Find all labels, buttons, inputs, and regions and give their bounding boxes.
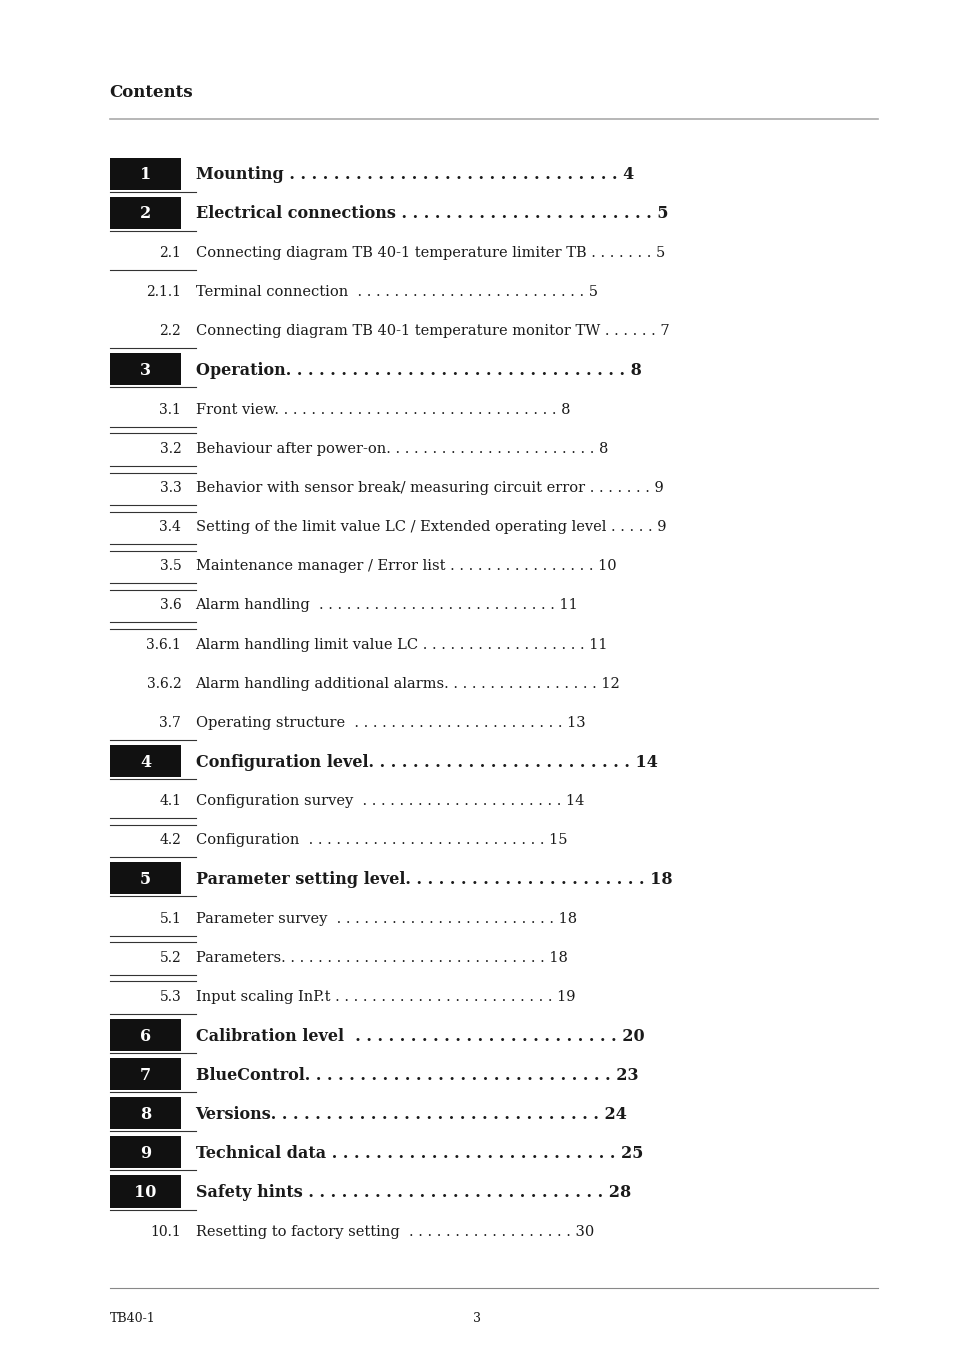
- Text: Calibration level  . . . . . . . . . . . . . . . . . . . . . . . . 20: Calibration level . . . . . . . . . . . …: [195, 1027, 643, 1045]
- Text: BlueControl. . . . . . . . . . . . . . . . . . . . . . . . . . . . 23: BlueControl. . . . . . . . . . . . . . .…: [195, 1066, 638, 1084]
- Text: 3.7: 3.7: [159, 716, 181, 730]
- Text: 2.1: 2.1: [159, 246, 181, 261]
- Text: Behaviour after power-on. . . . . . . . . . . . . . . . . . . . . . . 8: Behaviour after power-on. . . . . . . . …: [195, 441, 607, 456]
- Text: 2.2: 2.2: [159, 324, 181, 339]
- Text: Setting of the limit value LC / Extended operating level . . . . . 9: Setting of the limit value LC / Extended…: [195, 520, 665, 535]
- Text: Configuration survey  . . . . . . . . . . . . . . . . . . . . . . 14: Configuration survey . . . . . . . . . .…: [195, 794, 583, 809]
- Text: TB40-1: TB40-1: [110, 1312, 155, 1326]
- Text: 6: 6: [140, 1027, 151, 1045]
- Text: 3: 3: [473, 1312, 480, 1326]
- Text: Configuration level. . . . . . . . . . . . . . . . . . . . . . . . 14: Configuration level. . . . . . . . . . .…: [195, 753, 657, 771]
- FancyBboxPatch shape: [110, 354, 181, 386]
- Text: Configuration  . . . . . . . . . . . . . . . . . . . . . . . . . . 15: Configuration . . . . . . . . . . . . . …: [195, 833, 566, 848]
- Text: Parameter setting level. . . . . . . . . . . . . . . . . . . . . . 18: Parameter setting level. . . . . . . . .…: [195, 871, 672, 888]
- Text: Alarm handling  . . . . . . . . . . . . . . . . . . . . . . . . . . 11: Alarm handling . . . . . . . . . . . . .…: [195, 598, 578, 613]
- Text: Contents: Contents: [110, 84, 193, 101]
- Text: 3.5: 3.5: [159, 559, 181, 574]
- Text: Technical data . . . . . . . . . . . . . . . . . . . . . . . . . . 25: Technical data . . . . . . . . . . . . .…: [195, 1145, 642, 1162]
- Text: 10: 10: [134, 1184, 156, 1202]
- Text: 10.1: 10.1: [151, 1224, 181, 1239]
- Text: 3.4: 3.4: [159, 520, 181, 535]
- Text: 3.2: 3.2: [159, 441, 181, 456]
- Text: Safety hints . . . . . . . . . . . . . . . . . . . . . . . . . . . 28: Safety hints . . . . . . . . . . . . . .…: [195, 1184, 630, 1202]
- FancyBboxPatch shape: [110, 1098, 181, 1130]
- FancyBboxPatch shape: [110, 1176, 181, 1208]
- Text: 9: 9: [140, 1145, 151, 1162]
- Text: Operation. . . . . . . . . . . . . . . . . . . . . . . . . . . . . . . 8: Operation. . . . . . . . . . . . . . . .…: [195, 362, 640, 379]
- Text: Alarm handling limit value LC . . . . . . . . . . . . . . . . . . 11: Alarm handling limit value LC . . . . . …: [195, 637, 607, 652]
- Text: Operating structure  . . . . . . . . . . . . . . . . . . . . . . . 13: Operating structure . . . . . . . . . . …: [195, 716, 584, 730]
- Text: Behavior with sensor break/ measuring circuit error . . . . . . . 9: Behavior with sensor break/ measuring ci…: [195, 481, 662, 495]
- Text: Connecting diagram TB 40-1 temperature monitor TW . . . . . . 7: Connecting diagram TB 40-1 temperature m…: [195, 324, 668, 339]
- Text: 4: 4: [140, 753, 151, 771]
- Text: 3.1: 3.1: [159, 402, 181, 417]
- Text: Mounting . . . . . . . . . . . . . . . . . . . . . . . . . . . . . . 4: Mounting . . . . . . . . . . . . . . . .…: [195, 166, 633, 184]
- Text: 3.3: 3.3: [159, 481, 181, 495]
- Text: Electrical connections . . . . . . . . . . . . . . . . . . . . . . . 5: Electrical connections . . . . . . . . .…: [195, 205, 667, 223]
- Text: Alarm handling additional alarms. . . . . . . . . . . . . . . . . 12: Alarm handling additional alarms. . . . …: [195, 676, 619, 691]
- Text: Connecting diagram TB 40-1 temperature limiter TB . . . . . . . 5: Connecting diagram TB 40-1 temperature l…: [195, 246, 664, 261]
- Text: Versions. . . . . . . . . . . . . . . . . . . . . . . . . . . . . . 24: Versions. . . . . . . . . . . . . . . . …: [195, 1106, 627, 1123]
- Text: 1: 1: [140, 166, 151, 184]
- Text: 5.1: 5.1: [159, 911, 181, 926]
- Text: 2: 2: [140, 205, 151, 223]
- Text: 5.2: 5.2: [159, 950, 181, 965]
- FancyBboxPatch shape: [110, 1058, 181, 1091]
- Text: Parameter survey  . . . . . . . . . . . . . . . . . . . . . . . . 18: Parameter survey . . . . . . . . . . . .…: [195, 911, 577, 926]
- Text: 2.1.1: 2.1.1: [146, 285, 181, 300]
- FancyBboxPatch shape: [110, 1019, 181, 1052]
- Text: 4.2: 4.2: [159, 833, 181, 848]
- Text: Front view. . . . . . . . . . . . . . . . . . . . . . . . . . . . . . . 8: Front view. . . . . . . . . . . . . . . …: [195, 402, 570, 417]
- FancyBboxPatch shape: [110, 1137, 181, 1169]
- Text: Resetting to factory setting  . . . . . . . . . . . . . . . . . . 30: Resetting to factory setting . . . . . .…: [195, 1224, 593, 1239]
- Text: 3: 3: [140, 362, 151, 379]
- Text: 3.6.2: 3.6.2: [147, 676, 181, 691]
- Text: Maintenance manager / Error list . . . . . . . . . . . . . . . . 10: Maintenance manager / Error list . . . .…: [195, 559, 616, 574]
- Text: Terminal connection  . . . . . . . . . . . . . . . . . . . . . . . . . 5: Terminal connection . . . . . . . . . . …: [195, 285, 597, 300]
- Text: 5: 5: [140, 871, 151, 888]
- FancyBboxPatch shape: [110, 863, 181, 895]
- Text: 5.3: 5.3: [159, 990, 181, 1004]
- Text: 3.6: 3.6: [159, 598, 181, 613]
- FancyBboxPatch shape: [110, 745, 181, 778]
- Text: Parameters. . . . . . . . . . . . . . . . . . . . . . . . . . . . . 18: Parameters. . . . . . . . . . . . . . . …: [195, 950, 567, 965]
- FancyBboxPatch shape: [110, 158, 181, 190]
- Text: 4.1: 4.1: [159, 794, 181, 809]
- Text: 3.6.1: 3.6.1: [146, 637, 181, 652]
- Text: 8: 8: [140, 1106, 151, 1123]
- FancyBboxPatch shape: [110, 197, 181, 230]
- Text: 7: 7: [140, 1066, 151, 1084]
- Text: Input scaling InP.t . . . . . . . . . . . . . . . . . . . . . . . . 19: Input scaling InP.t . . . . . . . . . . …: [195, 990, 575, 1004]
